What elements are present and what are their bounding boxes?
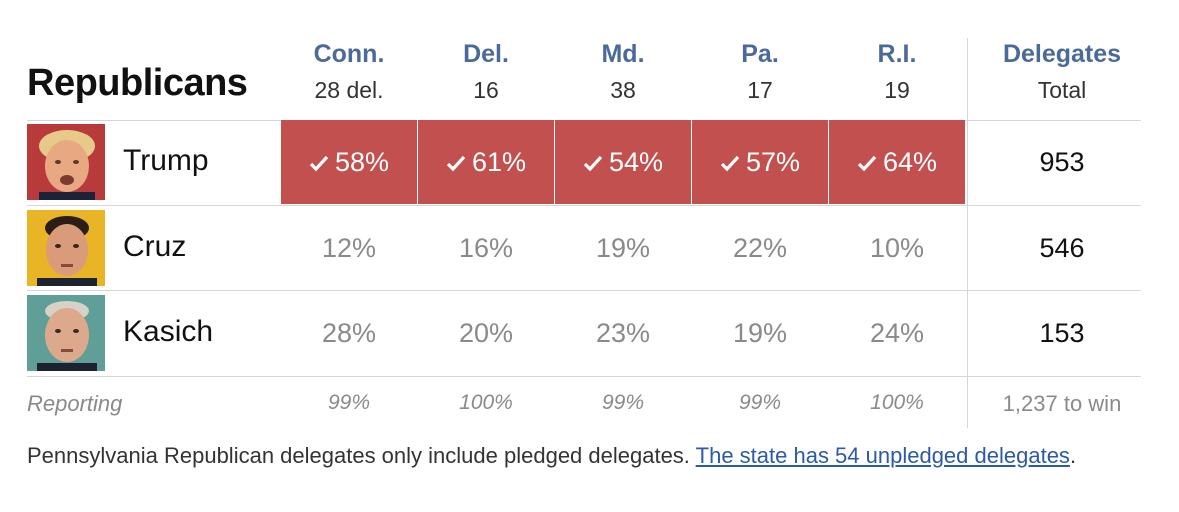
result-value: 61% <box>471 147 527 177</box>
result-cell-winner: 54% <box>555 120 691 204</box>
result-cell-winner: 64% <box>829 120 965 204</box>
state-header-del: Del. 16 <box>418 38 554 110</box>
result-value: 58% <box>334 147 390 177</box>
candidate-photo-trump <box>27 124 105 200</box>
candidate-photo-cruz <box>27 210 105 286</box>
table-header: Republicans Conn. 28 del. Del. 16 Md. 38… <box>0 0 1179 120</box>
result-cell: 19% <box>732 318 788 348</box>
result-cell: 12% <box>321 233 377 263</box>
state-delegates: 17 <box>747 77 773 103</box>
reporting-value: 100% <box>870 391 924 414</box>
check-icon <box>309 155 329 172</box>
delegate-total: 153 <box>1039 318 1085 348</box>
total-header-label: Delegates <box>1002 40 1122 68</box>
state-name: Md. <box>601 40 645 68</box>
table-row-trump: Trump 58% 61% 54% 57% 64% 953 <box>27 120 1141 204</box>
result-value: 54% <box>608 147 664 177</box>
result-cell: 16% <box>458 233 514 263</box>
result-cell: 19% <box>595 233 651 263</box>
footnote: Pennsylvania Republican delegates only i… <box>27 441 1127 471</box>
result-cell-winner: 58% <box>281 120 417 204</box>
result-cell: 28% <box>321 318 377 348</box>
result-cell-winner: 57% <box>692 120 828 204</box>
state-delegates: 19 <box>884 77 910 103</box>
row-divider <box>27 205 1141 206</box>
state-delegates: 38 <box>610 77 636 103</box>
state-header-md: Md. 38 <box>555 38 691 110</box>
result-cell: 10% <box>869 233 925 263</box>
result-cell: 23% <box>595 318 651 348</box>
total-header-sub: Total <box>1037 77 1087 103</box>
result-cell: 20% <box>458 318 514 348</box>
result-value: 57% <box>745 147 801 177</box>
state-name: Del. <box>463 40 509 68</box>
footnote-suffix: . <box>1069 443 1077 468</box>
table-title: Republicans <box>27 62 248 104</box>
candidate-name: Cruz <box>123 230 187 263</box>
check-icon <box>446 155 466 172</box>
total-header: Delegates Total <box>968 38 1156 110</box>
table-row-kasich: Kasich 28% 20% 23% 19% 24% 153 <box>27 291 1141 375</box>
delegate-total: 546 <box>1039 233 1085 263</box>
result-cell: 22% <box>732 233 788 263</box>
total-column-divider <box>967 38 968 428</box>
state-header-ri: R.I. 19 <box>829 38 965 110</box>
row-divider <box>27 290 1141 291</box>
result-cell-winner: 61% <box>418 120 554 204</box>
candidate-name: Kasich <box>123 315 214 348</box>
reporting-value: 99% <box>738 391 782 414</box>
state-delegates: 28 del. <box>314 77 384 103</box>
check-icon <box>720 155 740 172</box>
unpledged-delegates-link[interactable]: The state has 54 unpledged delegates <box>695 443 1070 468</box>
state-name: R.I. <box>877 40 917 68</box>
result-cell: 24% <box>869 318 925 348</box>
state-name: Conn. <box>313 40 385 68</box>
reporting-label: Reporting <box>27 391 123 416</box>
reporting-value: 99% <box>601 391 645 414</box>
reporting-value: 99% <box>327 391 371 414</box>
check-icon <box>583 155 603 172</box>
delegate-total: 953 <box>1039 147 1085 177</box>
state-header-conn: Conn. 28 del. <box>281 38 417 110</box>
state-delegates: 16 <box>473 77 499 103</box>
footnote-text: Pennsylvania Republican delegates only i… <box>27 443 696 468</box>
check-icon <box>857 155 877 172</box>
candidate-name: Trump <box>123 144 209 177</box>
result-value: 64% <box>882 147 938 177</box>
candidate-photo-kasich <box>27 295 105 371</box>
state-header-pa: Pa. 17 <box>692 38 828 110</box>
table-row-cruz: Cruz 12% 16% 19% 22% 10% 546 <box>27 206 1141 290</box>
reporting-value: 100% <box>459 391 513 414</box>
state-name: Pa. <box>741 40 779 68</box>
row-divider <box>27 376 1141 377</box>
delegates-to-win: 1,237 to win <box>1002 391 1122 416</box>
